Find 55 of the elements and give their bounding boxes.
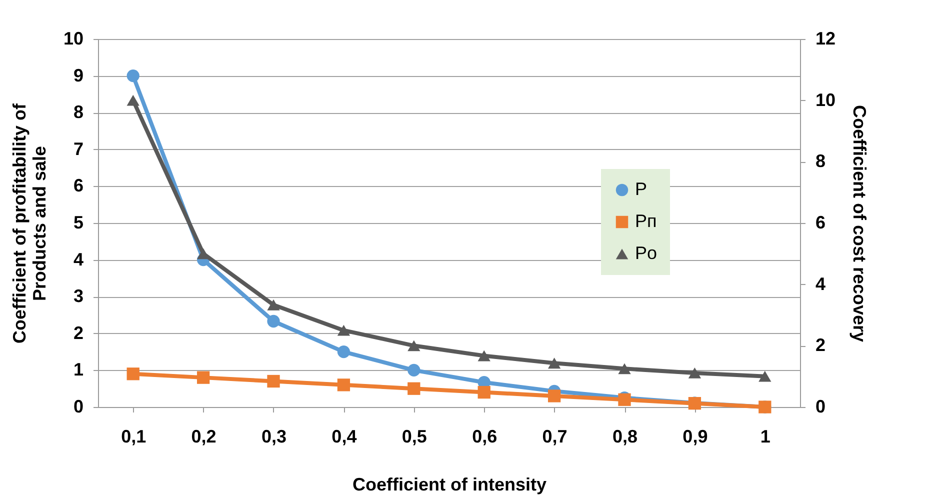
legend-label: P (635, 179, 648, 199)
point (196, 248, 210, 260)
y-tick-label: 5 (73, 212, 84, 232)
y-axis-title: Coefficient of profitability of Products and sale (9, 102, 50, 344)
x-tick-label: 0,9 (682, 426, 708, 446)
point (126, 69, 140, 82)
point (126, 94, 140, 106)
x-tick-label: 0,5 (402, 426, 427, 446)
x-tick-label: 0,4 (332, 426, 357, 446)
point (688, 367, 702, 378)
y-tick-label: 9 (73, 65, 84, 86)
x-tick-label: 0,2 (191, 426, 216, 446)
point (478, 386, 490, 399)
y-tick-label: 7 (73, 138, 84, 159)
x-tick-label: 0,6 (472, 426, 498, 446)
point (478, 350, 490, 362)
y-tick-label: 10 (63, 28, 84, 48)
point (337, 345, 350, 358)
y2-axis-title: Coefficient of cost recovery (850, 104, 870, 342)
point (618, 363, 631, 374)
y-tick-label: 3 (73, 286, 84, 306)
y-tick-label: 0 (73, 396, 84, 416)
point (408, 340, 420, 352)
point (337, 324, 350, 336)
y-tick-label: 8 (73, 102, 84, 122)
point (408, 382, 420, 395)
point (337, 378, 350, 392)
x-tick-label: 0,3 (261, 426, 287, 446)
point (267, 314, 280, 328)
point (548, 390, 561, 402)
point (758, 370, 772, 382)
y2-tick-label: 6 (816, 212, 826, 232)
y-tick-label: 6 (73, 176, 84, 196)
point (267, 299, 280, 310)
y-tick-label: 4 (73, 249, 84, 270)
point (408, 364, 420, 377)
y2-tick-label: 12 (816, 28, 836, 48)
y2-tick-label: 2 (816, 335, 826, 356)
y2-tick-label: 8 (816, 151, 826, 172)
x-tick-label: 1 (760, 426, 770, 446)
point (126, 368, 140, 380)
x-axis-title: Coefficient of intensity (352, 474, 547, 494)
point (196, 371, 210, 384)
legend-label: Pп (635, 211, 657, 231)
point (267, 374, 280, 388)
y2-tick-label: 10 (816, 90, 836, 110)
x-tick-label: 0,1 (121, 426, 146, 446)
y2-tick-label: 4 (816, 274, 826, 294)
y-tick-label: 1 (73, 360, 84, 380)
y-tick-label: 2 (73, 322, 84, 343)
legend-label: Po (635, 243, 658, 263)
x-tick-label: 0,8 (612, 426, 638, 446)
y2-tick-label: 0 (816, 396, 826, 416)
x-tick-label: 0,7 (542, 426, 568, 446)
point (548, 358, 561, 369)
